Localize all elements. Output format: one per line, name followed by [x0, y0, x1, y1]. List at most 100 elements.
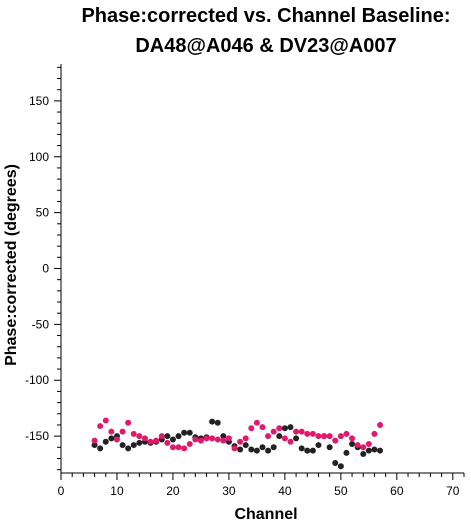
- y-tick-label: 0: [42, 262, 49, 276]
- data-point-series-a: [287, 424, 294, 431]
- x-tick-label: 0: [58, 484, 65, 498]
- data-point-series-b: [220, 437, 227, 444]
- data-point-series-b: [343, 430, 350, 437]
- data-points: [91, 417, 384, 470]
- data-point-series-a: [371, 446, 378, 453]
- data-point-series-a: [332, 459, 339, 466]
- x-tick-label: 70: [446, 484, 460, 498]
- data-point-series-b: [293, 428, 300, 435]
- data-point-series-b: [136, 433, 143, 440]
- data-point-series-b: [197, 437, 204, 444]
- data-point-series-b: [169, 444, 176, 451]
- x-axis-label: Channel: [234, 506, 297, 523]
- data-point-series-a: [337, 463, 344, 470]
- data-point-series-a: [242, 442, 249, 449]
- data-point-series-b: [147, 438, 154, 445]
- data-point-series-a: [136, 439, 143, 446]
- data-point-series-b: [175, 444, 182, 451]
- data-point-series-b: [130, 430, 137, 437]
- chart-title-line1: Phase:corrected vs. Channel Baseline:: [81, 5, 450, 27]
- data-point-series-a: [365, 447, 372, 454]
- data-point-series-b: [97, 423, 104, 430]
- data-point-series-a: [214, 419, 221, 426]
- data-point-series-b: [371, 430, 378, 437]
- chart-title-line2: DA48@A046 & DV23@A007: [135, 35, 396, 57]
- data-point-series-a: [304, 447, 311, 454]
- data-point-series-b: [287, 438, 294, 445]
- x-tick-label: 50: [334, 484, 348, 498]
- data-point-series-b: [242, 435, 249, 442]
- data-point-series-b: [315, 433, 322, 440]
- data-point-series-a: [164, 433, 171, 440]
- data-point-series-b: [209, 435, 216, 442]
- data-point-series-a: [281, 425, 288, 432]
- data-point-series-a: [259, 444, 266, 451]
- data-point-series-a: [276, 433, 283, 440]
- data-point-series-b: [265, 433, 272, 440]
- data-point-series-a: [309, 447, 316, 454]
- y-axis: 150 100 50 0 -50 -100 -150: [25, 66, 61, 471]
- data-point-series-b: [214, 436, 221, 443]
- data-point-series-b: [158, 433, 165, 440]
- data-point-series-a: [209, 418, 216, 425]
- plot-frame: [60, 64, 464, 474]
- x-tick-label: 40: [278, 484, 292, 498]
- data-point-series-a: [237, 446, 244, 453]
- x-axis: 0 10 20 30 40 50 60 70: [58, 473, 465, 498]
- data-point-series-b: [309, 430, 316, 437]
- data-point-series-a: [91, 442, 98, 449]
- y-tick-label: 50: [36, 206, 50, 220]
- x-tick-label: 60: [390, 484, 404, 498]
- data-point-series-b: [332, 437, 339, 444]
- data-point-series-a: [181, 429, 188, 436]
- data-point-series-a: [253, 447, 260, 454]
- data-point-series-a: [360, 451, 367, 458]
- data-point-series-b: [181, 445, 188, 452]
- y-tick-label: -150: [25, 429, 49, 443]
- data-point-series-b: [102, 417, 109, 424]
- x-tick-label: 10: [110, 484, 124, 498]
- data-point-series-a: [298, 445, 305, 452]
- data-point-series-a: [169, 436, 176, 443]
- data-point-series-a: [293, 435, 300, 442]
- data-point-series-a: [349, 440, 356, 447]
- data-point-series-b: [354, 442, 361, 449]
- data-point-series-a: [315, 442, 322, 449]
- data-point-series-b: [298, 428, 305, 435]
- data-point-series-b: [164, 439, 171, 446]
- data-point-series-b: [276, 425, 283, 432]
- data-point-series-b: [225, 435, 232, 442]
- data-point-series-b: [377, 421, 384, 428]
- data-point-series-b: [203, 435, 210, 442]
- data-point-series-b: [360, 444, 367, 451]
- data-point-series-b: [304, 430, 311, 437]
- data-point-series-b: [337, 433, 344, 440]
- data-point-series-b: [237, 438, 244, 445]
- y-tick-label: -50: [32, 317, 50, 331]
- data-point-series-a: [119, 442, 126, 449]
- data-point-series-a: [270, 444, 277, 451]
- data-point-series-a: [97, 445, 104, 452]
- data-point-series-b: [231, 445, 238, 452]
- data-point-series-a: [186, 429, 193, 436]
- data-point-series-a: [248, 446, 255, 453]
- data-point-series-b: [326, 433, 333, 440]
- data-point-series-b: [321, 433, 328, 440]
- data-point-series-b: [192, 436, 199, 443]
- data-point-series-a: [175, 433, 182, 440]
- data-point-series-a: [377, 447, 384, 454]
- data-point-series-b: [125, 419, 132, 426]
- data-point-series-a: [125, 445, 132, 452]
- data-point-series-b: [91, 437, 98, 444]
- data-point-series-b: [349, 435, 356, 442]
- data-point-series-b: [248, 425, 255, 432]
- data-point-series-b: [253, 419, 260, 426]
- data-point-series-b: [365, 440, 372, 447]
- data-point-series-b: [108, 428, 115, 435]
- data-point-series-b: [113, 436, 120, 443]
- data-point-series-a: [130, 442, 137, 449]
- data-point-series-b: [119, 428, 126, 435]
- y-tick-label: -100: [25, 373, 49, 387]
- data-point-series-a: [343, 449, 350, 456]
